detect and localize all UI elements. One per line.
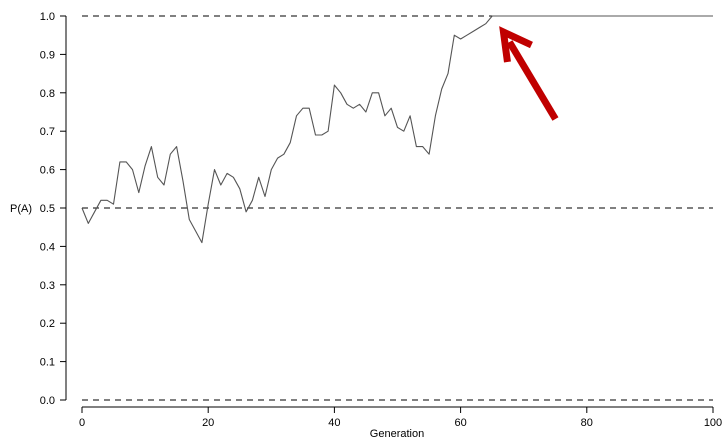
x-axis: 0 20 40 60 80 100 bbox=[79, 406, 722, 429]
y-axis: 0.0 0.1 0.2 0.3 0.4 0.5 0.6 0.7 0.8 0.9 1.0 bbox=[40, 11, 67, 407]
x-tick-label: 100 bbox=[704, 417, 722, 429]
y-tick-label: 0.6 bbox=[40, 165, 55, 177]
y-tick-label: 0.9 bbox=[40, 49, 55, 61]
y-tick-label: 0.4 bbox=[40, 241, 55, 253]
y-tick-label: 0.3 bbox=[40, 280, 55, 292]
y-tick-label: 0.8 bbox=[40, 88, 55, 100]
y-tick-label: 0.7 bbox=[40, 126, 55, 138]
x-tick-label: 40 bbox=[328, 417, 340, 429]
y-axis-title: P(A) bbox=[10, 203, 32, 215]
y-tick-label: 0.2 bbox=[40, 318, 55, 330]
y-tick-label: 0.5 bbox=[40, 203, 55, 215]
series-line-0 bbox=[81, 15, 713, 244]
annotation-layer bbox=[499, 26, 559, 121]
x-axis-title: Generation bbox=[370, 428, 424, 439]
y-tick-label: 0.1 bbox=[40, 357, 55, 369]
arrow-head bbox=[499, 26, 533, 63]
series-layer bbox=[81, 15, 713, 244]
x-tick-label: 80 bbox=[581, 417, 593, 429]
y-tick-label: 1.0 bbox=[40, 11, 55, 23]
x-tick-label: 20 bbox=[202, 417, 214, 429]
x-tick-label: 0 bbox=[79, 417, 85, 429]
annotation-arrow bbox=[499, 26, 559, 121]
arrow-shaft bbox=[506, 40, 559, 121]
x-tick-label: 60 bbox=[454, 417, 466, 429]
reference-lines bbox=[82, 15, 713, 401]
y-tick-label: 0.0 bbox=[40, 395, 55, 407]
